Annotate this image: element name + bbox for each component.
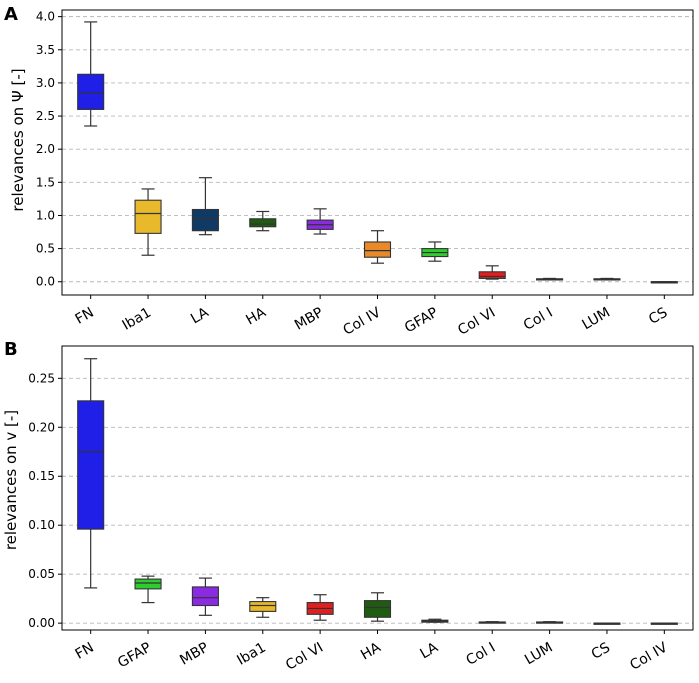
panel-a-xtick-label: MBP: [292, 305, 326, 334]
panel-a-box-la: [191, 177, 219, 236]
panel-a-ytick-label: 2.5: [36, 109, 55, 123]
panel-a-xtick-label: Col IV: [341, 304, 384, 338]
panel-b-ytick-label: 0.05: [28, 567, 55, 581]
panel-a-box-gfap: [421, 241, 449, 262]
panel-a-box-lum: [593, 277, 621, 281]
panel-a-box-fn: [77, 21, 105, 127]
iqr-box: [191, 208, 219, 232]
panel-b-box-lum: [536, 621, 564, 624]
panel-a-ytick-label: 2.0: [36, 142, 55, 156]
panel-a-box-col-iv: [363, 230, 392, 264]
panel-b-box-col-i: [478, 621, 506, 624]
panel-b-box-gfap: [134, 575, 162, 604]
panel-b-xtick-label: GFAP: [115, 640, 154, 672]
panel-a-ytick-label: 3.0: [36, 76, 55, 90]
panel-b-ytick-label: 0.25: [28, 371, 55, 385]
panel-b-xtick-label: Col VI: [283, 640, 326, 674]
panel-b-box-la: [421, 618, 449, 623]
panel-a-plot: 0.0 0.5 1.0 1.5 2.0 2.5 3.0 3.5 4.0 FN Iba1 LA HA MB…: [9, 9, 694, 339]
panel-a-xtick-label: Col I: [521, 305, 556, 334]
panel-a-xtick-label: LUM: [579, 305, 612, 334]
panel-b-xtick-label: Col IV: [627, 639, 670, 673]
panel-a-xtick-label: Col VI: [455, 305, 498, 339]
panel-a-ytick-label: 1.5: [36, 175, 55, 189]
iqr-box: [77, 73, 105, 110]
panel-a-box-ha: [249, 210, 277, 232]
iqr-box: [77, 400, 105, 530]
panel-b-xtick-label: CS: [589, 640, 613, 663]
panel-b-label: B: [4, 339, 18, 360]
iqr-box: [249, 601, 277, 612]
panel-b-ytick-label: 0.20: [28, 420, 55, 434]
panel-b-box-iba1: [249, 597, 277, 618]
iqr-box: [478, 271, 506, 279]
panel-b-box-cs: [593, 622, 621, 625]
panel-a-ytick-label: 0.0: [36, 275, 55, 289]
iqr-box: [363, 241, 392, 258]
panel-b-box-ha: [363, 592, 392, 622]
panel-b-ytick-label: 0.15: [28, 469, 55, 483]
panel-a-xtick-label: GFAP: [402, 305, 441, 337]
panel-a-xtick-label: CS: [646, 305, 670, 328]
panel-a-ytick-label: 3.5: [36, 43, 55, 57]
panel-b-xtick-label: Col I: [464, 640, 499, 669]
iqr-box: [134, 199, 162, 234]
panel-b-box-col-vi: [306, 594, 334, 621]
panel-b-xtick-label: LA: [418, 639, 442, 662]
panel-a-box-cs: [650, 281, 678, 284]
panel-a-box-col-vi: [478, 265, 506, 280]
panel-a-ytick-label: 1.0: [36, 208, 55, 222]
panel-b-xtick-label: FN: [73, 640, 97, 663]
iqr-box: [134, 578, 162, 590]
panel-a-xtick-label: HA: [243, 304, 269, 328]
panel-a-xtick-label: LA: [188, 304, 212, 327]
panel-b-ytick-label: 0.10: [28, 518, 55, 532]
panel-b-ytick-label: 0.00: [28, 616, 55, 630]
panel-b-plot: 0.00 0.05 0.10 0.15 0.20 0.25 FN GFAP MBP Iba1 Co…: [2, 345, 694, 674]
iqr-box: [363, 600, 392, 618]
panel-a-y-axis-label: relevances on Ψ [-]: [9, 68, 27, 211]
panel-b-xtick-label: HA: [358, 639, 384, 663]
panel-a-label: A: [4, 4, 18, 25]
panel-b-box-col-iv: [650, 622, 678, 625]
panel-b-xtick-label: Iba1: [234, 640, 268, 669]
iqr-box: [249, 218, 277, 228]
panel-a-xtick-label: Iba1: [120, 305, 154, 334]
panel-b-xtick-label: LUM: [522, 640, 555, 669]
panel-a-box-iba1: [134, 188, 162, 256]
iqr-box: [191, 586, 219, 607]
panel-a-box-mbp: [306, 208, 334, 235]
panel-a-xtick-label: FN: [73, 305, 97, 328]
panel-b-xtick-label: MBP: [177, 640, 211, 669]
panel-b-box-fn: [77, 358, 105, 589]
panel-a-ytick-label: 4.0: [36, 10, 55, 24]
panel-b-y-axis-label: relevances on v [-]: [2, 410, 20, 550]
panel-a-ytick-label: 0.5: [36, 242, 55, 256]
panel-b-box-mbp: [191, 577, 219, 616]
panel-a-box-col-i: [536, 277, 564, 281]
